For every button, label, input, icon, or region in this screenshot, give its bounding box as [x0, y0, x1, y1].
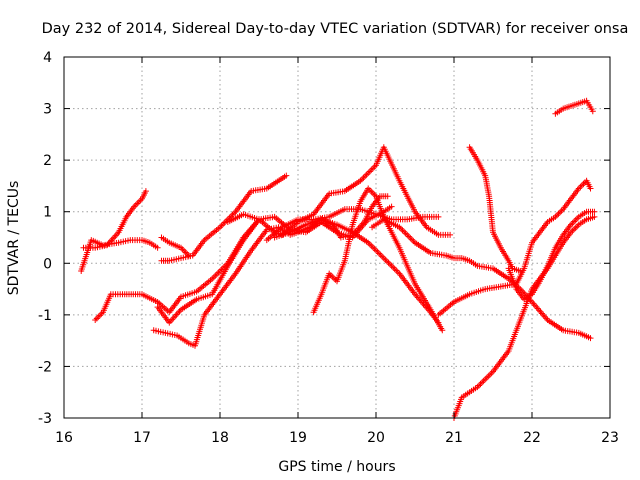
x-tick-label: 19 [289, 430, 307, 446]
series-markers [154, 203, 395, 326]
series-markers [158, 172, 290, 264]
series-trace-j [271, 216, 442, 326]
series-trace-a [80, 188, 149, 251]
y-tick-label: 4 [43, 50, 52, 66]
series-line [157, 206, 392, 324]
series-markers [435, 177, 594, 318]
series-trace-o [451, 213, 598, 421]
data-series [78, 97, 598, 421]
chart-title: Day 232 of 2014, Sidereal Day-to-day VTE… [42, 21, 629, 37]
x-tick-labels: 16 17 18 19 20 21 22 23 [55, 430, 619, 446]
series-trace-d [158, 234, 192, 259]
plot-frame [63, 56, 611, 419]
y-tick-label: 1 [43, 205, 52, 221]
series-markers [505, 208, 598, 303]
series-trace-g [154, 203, 395, 326]
y-tick-label: 3 [43, 102, 52, 118]
x-tick-label: 22 [523, 430, 541, 446]
series-markers [78, 237, 161, 274]
series-trace-i [263, 206, 442, 244]
series-line [469, 146, 521, 272]
series-trace-b [78, 237, 161, 274]
series-markers [369, 216, 594, 342]
series-trace-q [552, 97, 596, 117]
grid-lines [64, 57, 610, 418]
series-trace-c [158, 172, 290, 264]
series-markers [466, 144, 524, 274]
y-tick-label: -3 [38, 411, 52, 427]
y-tick-label: -1 [38, 308, 52, 324]
y-axis-label: SDTVAR / TECUs [6, 181, 22, 296]
series-markers [271, 216, 442, 326]
x-tick-label: 16 [55, 430, 73, 446]
series-trace-m [435, 177, 594, 318]
series-line [313, 187, 443, 331]
y-tick-label: 0 [43, 256, 52, 272]
series-markers [451, 213, 598, 421]
series-trace-l [369, 216, 594, 342]
x-tick-label: 21 [445, 430, 463, 446]
y-tick-labels: -3 -2 -1 0 1 2 3 4 [38, 50, 52, 427]
x-tick-label: 17 [133, 430, 151, 446]
series-trace-k [310, 185, 446, 334]
axis-ticks [63, 56, 611, 419]
x-tick-label: 18 [211, 430, 229, 446]
y-tick-label: -2 [38, 359, 52, 375]
y-tick-label: 2 [43, 153, 52, 169]
series-markers [552, 97, 596, 117]
series-trace-p [505, 208, 598, 303]
series-trace-n [466, 144, 524, 274]
series-markers [80, 188, 149, 251]
x-tick-label: 23 [601, 430, 619, 446]
x-tick-label: 20 [367, 430, 385, 446]
series-line [80, 239, 158, 272]
series-markers [310, 185, 446, 334]
x-axis-label: GPS time / hours [278, 459, 395, 475]
series-markers [158, 234, 192, 259]
